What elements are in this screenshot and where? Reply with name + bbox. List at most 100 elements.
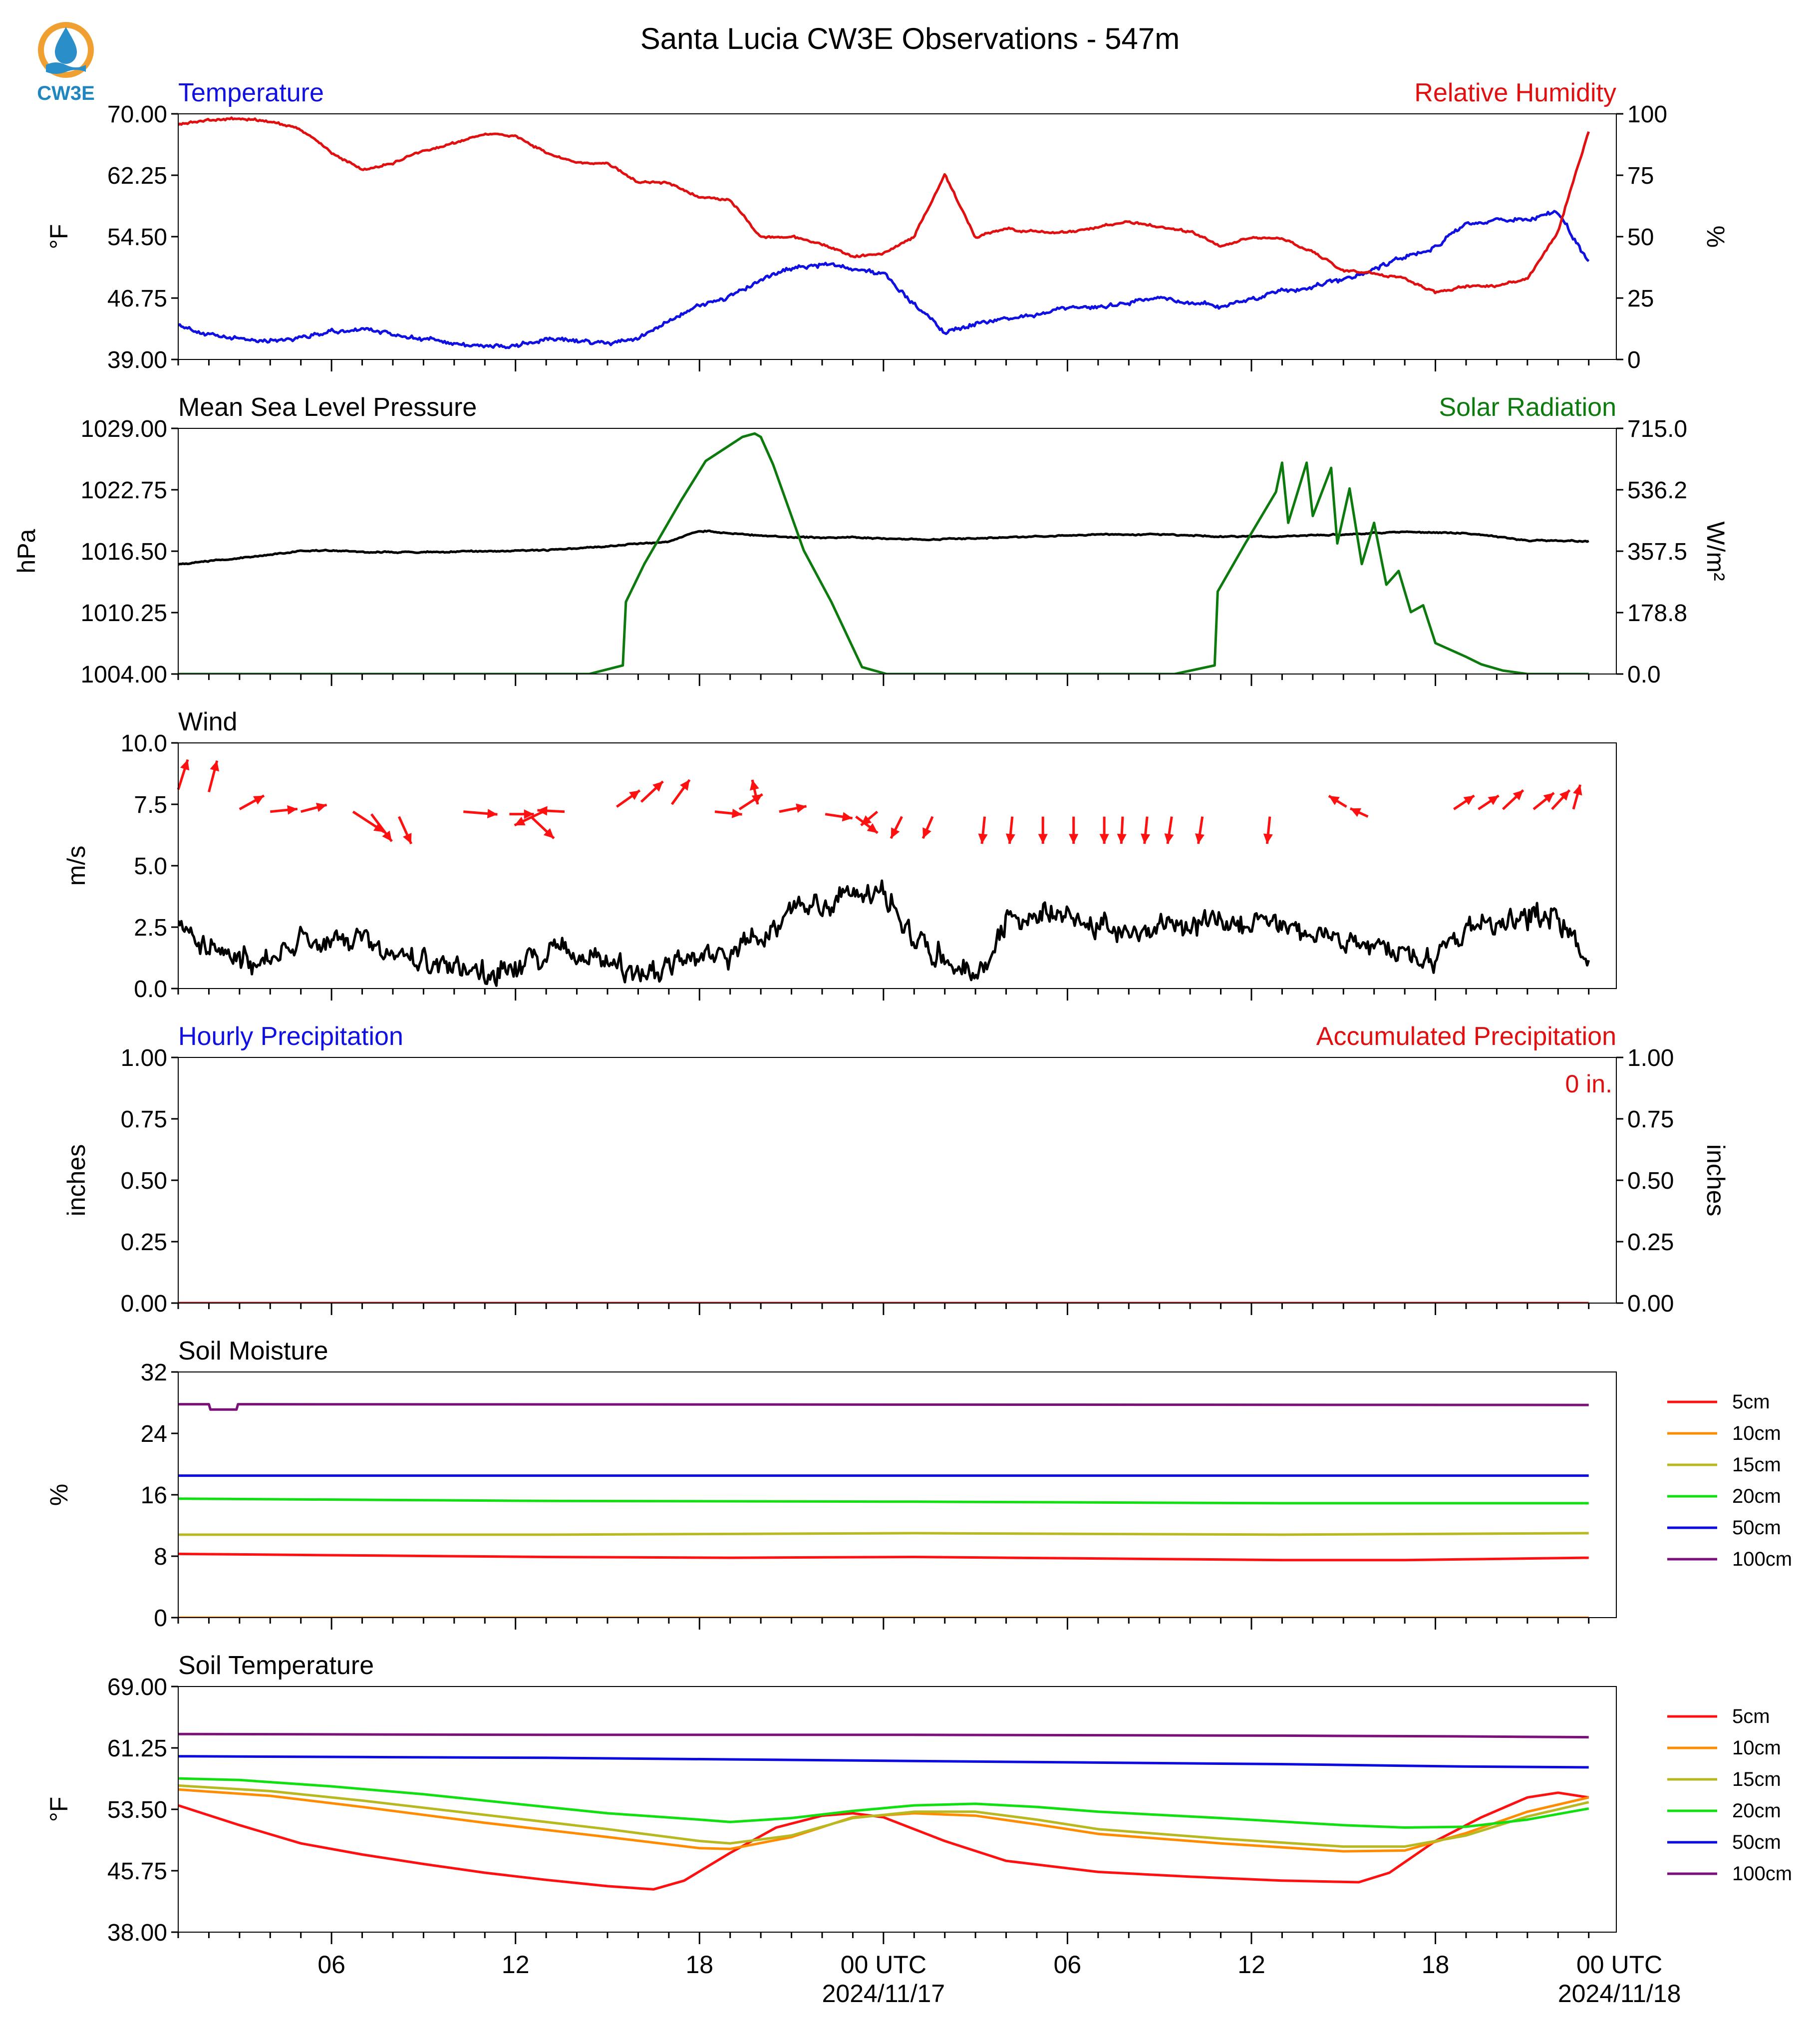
panel-precip: 0.00 0.25 0.50 0.75 1.00 0.00 0.25 0.50 0.75 1.00… xyxy=(62,1022,1730,1317)
wind-arrow xyxy=(978,816,988,844)
wind-arrow xyxy=(921,816,934,839)
y-tick-label: 1022.75 xyxy=(80,477,167,504)
legend-label: 5cm xyxy=(1732,1705,1770,1727)
series-line-5cm xyxy=(178,1791,1589,1891)
panel-title-left: Mean Sea Level Pressure xyxy=(178,393,477,422)
wind-arrow xyxy=(530,815,555,840)
series-line-50cm xyxy=(178,1755,1589,1769)
series-line-10cm xyxy=(178,1788,1589,1853)
legend-label: 100cm xyxy=(1732,1548,1792,1570)
panel-frame xyxy=(178,113,1617,360)
x-tick-label: 18 xyxy=(1422,1951,1450,1979)
y-right-tick-label: 357.5 xyxy=(1627,539,1687,565)
x-date-label: 2024/11/17 xyxy=(822,1980,945,2008)
wind-arrow xyxy=(301,802,327,813)
series-line-100cm xyxy=(178,1732,1589,1739)
wind-arrow xyxy=(514,810,544,827)
y-right-tick-label: 0.25 xyxy=(1627,1229,1674,1256)
y-tick-label: 38.00 xyxy=(107,1920,167,1946)
wind-arrow xyxy=(615,789,641,808)
series-line-15cm xyxy=(178,1784,1589,1848)
y-axis-label: °F xyxy=(45,224,73,250)
wind-arrow xyxy=(825,812,853,822)
series-line-0 xyxy=(178,210,1590,349)
panel-title-right: Accumulated Precipitation xyxy=(1316,1022,1616,1051)
wind-arrow xyxy=(1453,794,1475,810)
x-tick-label: 00 UTC xyxy=(841,1951,926,1979)
wind-arrow xyxy=(1069,816,1079,844)
y-right-tick-label: 0.00 xyxy=(1627,1291,1674,1317)
wind-arrow xyxy=(1551,789,1571,810)
y-right-axis-label: inches xyxy=(1702,1144,1730,1217)
wind-arrow xyxy=(1038,816,1048,844)
panel-title-left: Hourly Precipitation xyxy=(178,1022,403,1051)
y-tick-label: 0.25 xyxy=(121,1229,167,1256)
wind-arrow xyxy=(1117,816,1127,844)
y-right-tick-label: 536.2 xyxy=(1627,477,1687,504)
wind-arrow xyxy=(1195,816,1205,844)
y-right-axis-label: W/m² xyxy=(1702,521,1730,581)
panel-temp_rh: 39.00 46.75 54.50 62.25 70.00 0 25 50 75 100 °F % Te… xyxy=(45,78,1730,373)
wind-arrow xyxy=(779,803,807,813)
y-tick-label: 0 xyxy=(154,1605,167,1632)
wind-arrow xyxy=(463,809,498,819)
wind-arrow xyxy=(1328,794,1347,808)
series-line-100cm xyxy=(178,1403,1589,1411)
legend-label: 20cm xyxy=(1732,1800,1781,1822)
panel-frame xyxy=(178,1371,1617,1618)
y-tick-label: 45.75 xyxy=(107,1858,167,1885)
wind-arrow xyxy=(537,806,565,816)
wind-arrows xyxy=(177,759,1582,845)
y-tick-label: 54.50 xyxy=(107,224,167,251)
wind-arrow xyxy=(738,793,763,810)
y-right-tick-label: 715.0 xyxy=(1627,416,1687,442)
legend-label: 100cm xyxy=(1732,1863,1792,1885)
panel-title-left: Soil Temperature xyxy=(178,1651,374,1680)
panel-title-left: Soil Moisture xyxy=(178,1337,328,1365)
panel-frame xyxy=(178,1057,1617,1304)
wind-arrow xyxy=(1263,816,1273,844)
y-axis-label: % xyxy=(45,1484,73,1506)
wind-arrow xyxy=(1502,789,1524,810)
y-tick-label: 8 xyxy=(154,1544,167,1570)
y-right-tick-label: 25 xyxy=(1627,286,1654,312)
wind-arrow xyxy=(860,810,879,826)
wind-arrow xyxy=(640,780,664,803)
wind-arrow xyxy=(352,810,385,833)
y-axis-label: °F xyxy=(45,1797,73,1822)
wind-arrow xyxy=(890,816,903,839)
panel-soil_moisture: 0 8 16 24 32% Soil Moisture 5cm 10cm 15cm 20cm 50c… xyxy=(45,1337,1792,1632)
logo-text: CW3E xyxy=(37,82,95,104)
y-tick-label: 24 xyxy=(141,1421,167,1447)
panel-wind: 0.0 2.5 5.0 7.5 10.0 m/s Wind xyxy=(62,707,1617,1003)
wind-arrow xyxy=(1572,784,1582,810)
figure-title: Santa Lucia CW3E Observations - 547m xyxy=(640,22,1180,55)
panel-frame xyxy=(178,1686,1617,1933)
y-tick-label: 1.00 xyxy=(121,1045,167,1071)
legend: 5cm 10cm 15cm 20cm 50cm 100cm xyxy=(1667,1705,1792,1885)
panel-title-left: Wind xyxy=(178,707,237,736)
panel-title-left: Temperature xyxy=(178,78,324,107)
y-tick-label: 0.0 xyxy=(134,976,167,1003)
panel-frame xyxy=(178,428,1617,675)
x-tick-label: 12 xyxy=(502,1951,530,1979)
y-tick-label: 16 xyxy=(141,1482,167,1509)
y-tick-label: 0.00 xyxy=(121,1291,167,1317)
water-drop-icon xyxy=(55,27,77,64)
y-tick-label: 10.0 xyxy=(121,730,167,757)
wind-arrow xyxy=(177,759,190,790)
legend-label: 50cm xyxy=(1732,1831,1781,1853)
y-right-tick-label: 50 xyxy=(1627,224,1654,251)
y-tick-label: 39.00 xyxy=(107,347,167,373)
series-line-0 xyxy=(178,529,1589,566)
y-tick-label: 2.5 xyxy=(134,915,167,941)
wind-arrow xyxy=(855,815,879,834)
y-right-tick-label: 100 xyxy=(1627,101,1667,128)
legend-label: 10cm xyxy=(1732,1422,1781,1444)
wind-arrow xyxy=(1478,794,1500,810)
wind-arrow xyxy=(239,794,265,811)
series-line-20cm xyxy=(178,1497,1589,1505)
series-line-1 xyxy=(178,432,1589,674)
